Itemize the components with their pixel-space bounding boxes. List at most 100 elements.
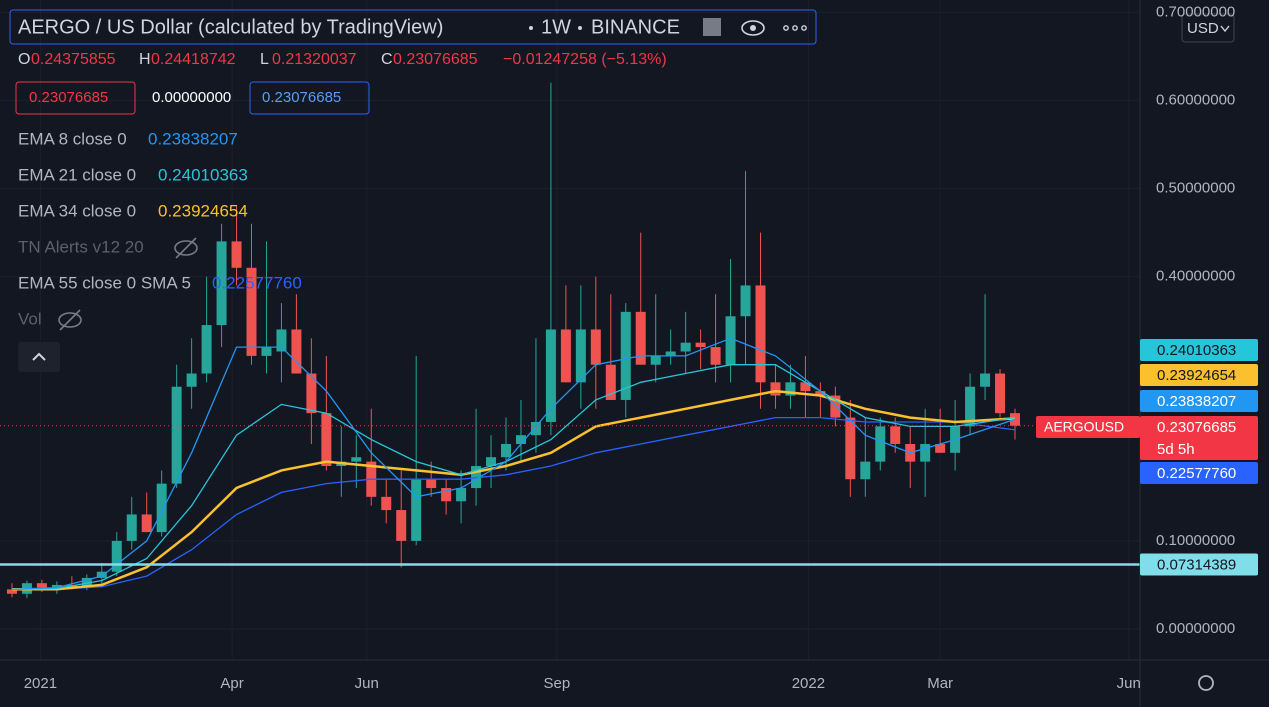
- indicator-name: EMA 8 close 0: [18, 129, 127, 148]
- ohlc-value: 0.24375855: [31, 51, 116, 68]
- candle-body: [680, 342, 691, 352]
- candle-body: [785, 382, 796, 396]
- dropdown-icon: [1220, 25, 1230, 33]
- candle-body: [216, 241, 227, 326]
- quote-box[interactable]: [15, 81, 136, 115]
- candle-body: [875, 426, 886, 462]
- price-label-box: [1140, 339, 1258, 361]
- candle-body: [590, 329, 601, 365]
- ohlc-label: O: [18, 51, 30, 68]
- candle-body: [845, 417, 856, 480]
- eye-icon: [750, 25, 756, 31]
- price-label: 0.23838207: [1157, 393, 1236, 410]
- x-axis: 2021 Apr Jun Sep 2022 Mar Jun: [24, 675, 1141, 692]
- separator: [578, 26, 582, 30]
- candle-body: [980, 373, 991, 387]
- candle-body: [201, 325, 212, 374]
- candle-body: [575, 329, 586, 383]
- plot: [0, 82, 1140, 599]
- candle-body: [620, 311, 631, 400]
- price-label-box: [1140, 390, 1258, 412]
- candle-body: [456, 488, 467, 502]
- eye-icon[interactable]: [741, 20, 765, 36]
- ema-line: [12, 416, 1016, 590]
- y-tick-label: 0.00000000: [1156, 620, 1235, 637]
- indicator-name: EMA 55 close 0 SMA 5: [18, 273, 191, 292]
- symbol-label-box: [1036, 416, 1140, 438]
- x-tick-label: 2021: [24, 675, 57, 692]
- indicator-name: Vol: [18, 309, 42, 328]
- x-tick-label: Jun: [1117, 675, 1141, 692]
- ohlc-label: L: [260, 51, 269, 68]
- candle-body: [261, 347, 272, 356]
- candle-body: [441, 488, 452, 502]
- quote-value: 0.23076685: [262, 89, 341, 106]
- candle-body: [935, 443, 946, 453]
- candle-body: [96, 571, 107, 578]
- candle-body: [501, 443, 512, 458]
- candle-body: [81, 577, 92, 587]
- currency[interactable]: USD: [1187, 20, 1219, 37]
- overlay: USD AERGO / US Dollar (calculated by Tra…: [9, 3, 1235, 691]
- ema-line: [11, 337, 1016, 590]
- y-tick-label: 0.10000000: [1156, 532, 1235, 549]
- candle-body: [965, 386, 976, 427]
- candle-body: [665, 351, 676, 356]
- candle-body: [291, 329, 302, 374]
- candle-body: [321, 413, 332, 467]
- candle-body: [396, 510, 407, 541]
- settings-icon[interactable]: [1198, 675, 1214, 691]
- separator: [529, 26, 533, 30]
- more-icon[interactable]: [783, 25, 807, 31]
- candle-body: [426, 479, 437, 489]
- indicator-name: EMA 34 close 0: [18, 201, 136, 220]
- flag-icon[interactable]: [703, 18, 721, 36]
- candle-body: [650, 355, 661, 365]
- x-tick-label: Sep: [544, 675, 571, 692]
- indicator-value: 0.22577760: [212, 273, 302, 292]
- x-tick-label: Mar: [927, 675, 953, 692]
- quote-value: 0.23076685: [29, 89, 108, 106]
- candle-body: [800, 382, 811, 392]
- candle-body: [156, 483, 167, 533]
- candle-body: [276, 329, 287, 352]
- symbol-title: AERGO / US Dollar (calculated by Trading…: [18, 16, 443, 38]
- candle-body: [411, 479, 422, 541]
- quote-box[interactable]: [249, 81, 370, 115]
- symbol-label: AERGOUSD: [1044, 419, 1124, 435]
- price-label-box: [1140, 364, 1258, 386]
- header-box: [9, 9, 817, 45]
- candle-body: [126, 514, 137, 541]
- price-label-box: [1140, 462, 1258, 484]
- candle-body: [560, 329, 571, 383]
- indicator-name: EMA 21 close 0: [18, 165, 136, 184]
- collapse-button[interactable]: [18, 342, 60, 372]
- grid: [0, 0, 1140, 660]
- candle-body: [141, 514, 152, 533]
- candle-body: [545, 329, 556, 422]
- candle-body: [755, 285, 766, 383]
- candle-body: [381, 496, 392, 511]
- indicator-value: 0.24010363: [158, 165, 248, 184]
- currency-button[interactable]: [1181, 13, 1235, 43]
- x-tick-label: Apr: [220, 675, 243, 692]
- ohlc-value: 0.21320037: [272, 51, 357, 68]
- y-tick-label: 0.70000000: [1156, 3, 1235, 20]
- candle-body: [36, 583, 47, 588]
- candle-body: [770, 382, 781, 396]
- ohlc-label: C: [381, 51, 393, 68]
- candle-body: [171, 386, 182, 484]
- candle-body: [740, 285, 751, 317]
- price-label-box: [1140, 553, 1258, 576]
- candle-body: [635, 311, 646, 365]
- y-tick-label: 0.60000000: [1156, 91, 1235, 108]
- price-label: 0.23924654: [1157, 367, 1236, 384]
- price-label: 0.22577760: [1157, 465, 1236, 482]
- candle-body: [515, 435, 526, 444]
- ohlc-value: 0.24418742: [151, 51, 236, 68]
- candle-body: [111, 540, 122, 572]
- hidden-icon[interactable]: [58, 237, 198, 331]
- candle-body: [605, 364, 616, 400]
